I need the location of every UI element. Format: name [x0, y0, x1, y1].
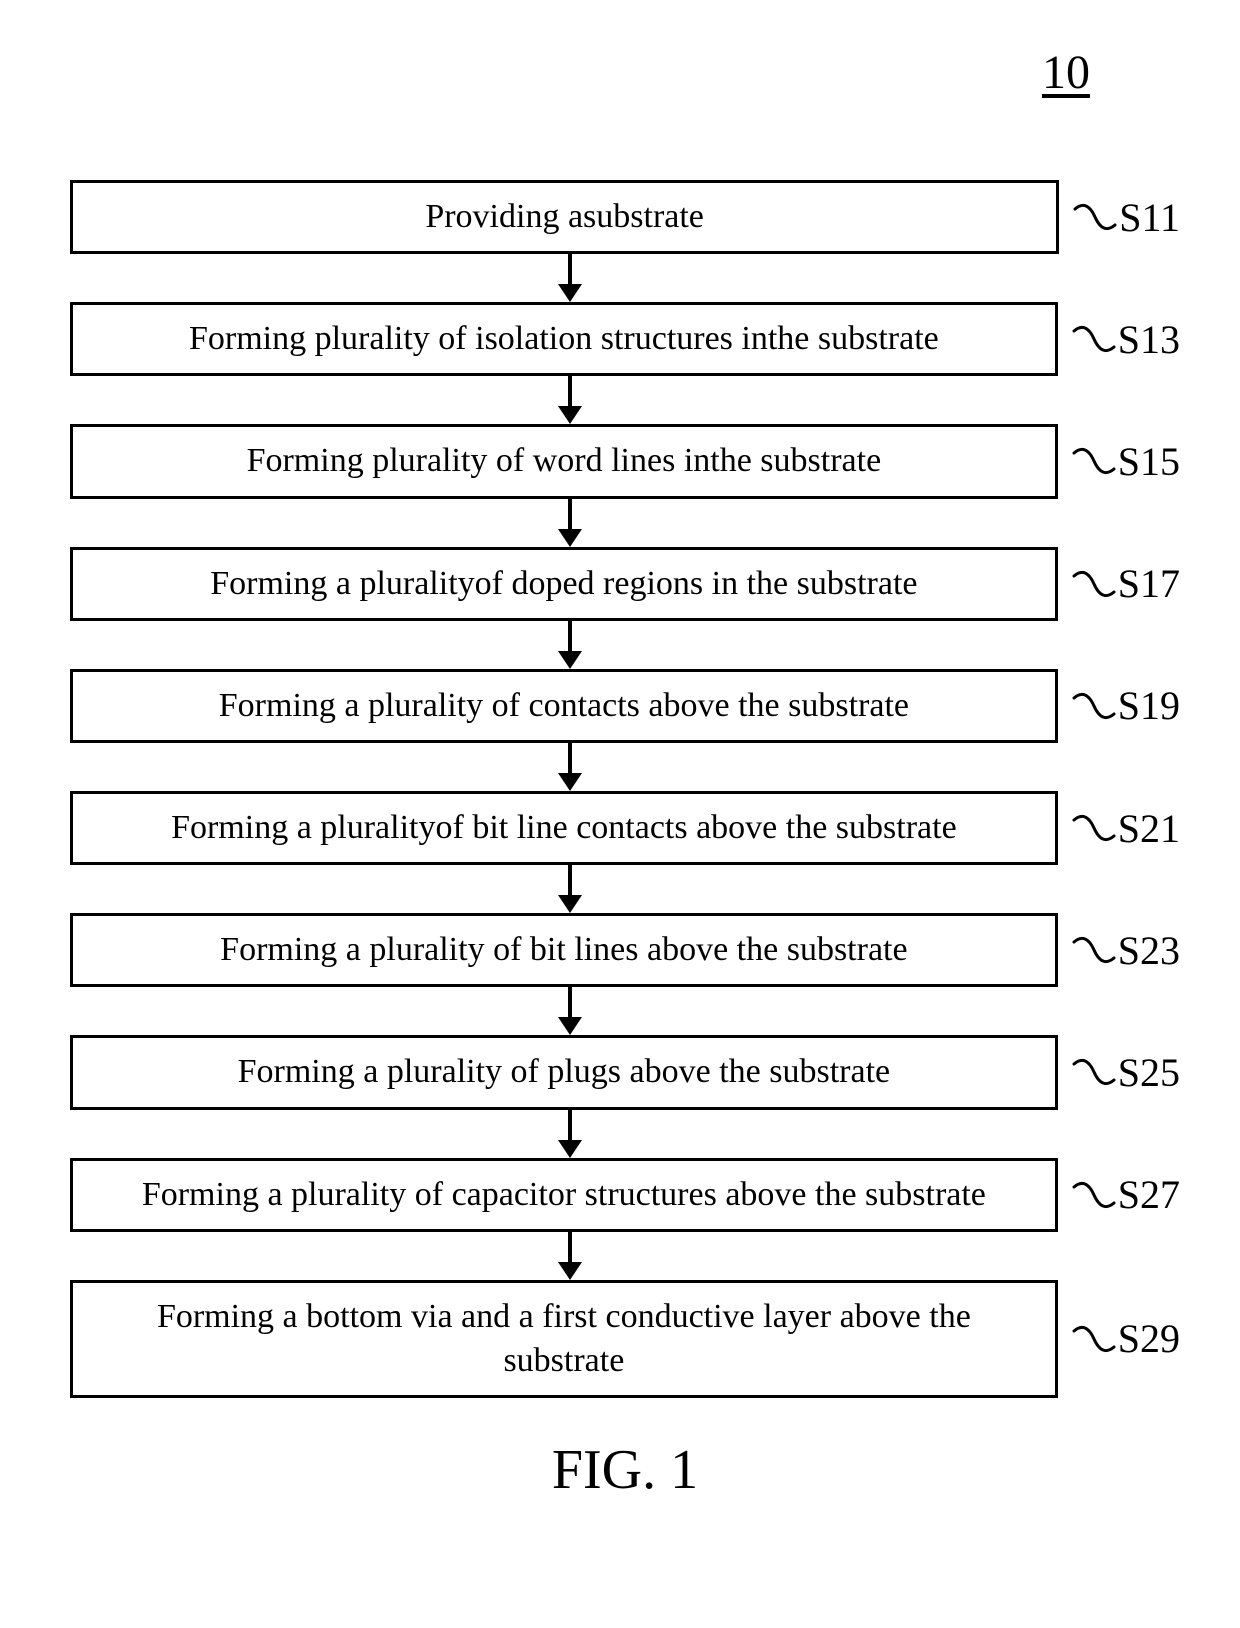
- step-box: Forming a plurality of contacts above th…: [70, 669, 1058, 743]
- step-label-wrap: S25: [1072, 1049, 1180, 1096]
- step-box: Forming plurality of word lines inthe su…: [70, 424, 1058, 498]
- step-box: Forming a bottom via and a first conduct…: [70, 1280, 1058, 1398]
- step-box: Forming a pluralityof bit line contacts …: [70, 791, 1058, 865]
- arrow-down-icon: [70, 1232, 1070, 1280]
- step-box: Providing asubstrate: [70, 180, 1059, 254]
- step-label: S27: [1118, 1171, 1180, 1218]
- step-label: S23: [1118, 927, 1180, 974]
- arrow-down-icon: [70, 499, 1070, 547]
- step-label: S19: [1118, 682, 1180, 729]
- step-box: Forming a pluralityof doped regions in t…: [70, 547, 1058, 621]
- step-box: Forming a plurality of capacitor structu…: [70, 1158, 1058, 1232]
- step-label: S21: [1118, 805, 1180, 852]
- flowchart-step: Providing asubstrate S11: [70, 180, 1180, 254]
- step-box: Forming a plurality of plugs above the s…: [70, 1035, 1058, 1109]
- arrow-down-icon: [70, 987, 1070, 1035]
- step-label-wrap: S27: [1072, 1171, 1180, 1218]
- step-label: S15: [1118, 438, 1180, 485]
- flowchart-step: Forming a bottom via and a first conduct…: [70, 1280, 1180, 1398]
- arrow-down-icon: [70, 1110, 1070, 1158]
- arrow-down-icon: [70, 254, 1070, 302]
- step-label-wrap: S21: [1072, 805, 1180, 852]
- step-label: S25: [1118, 1049, 1180, 1096]
- flowchart-step: Forming a plurality of contacts above th…: [70, 669, 1180, 743]
- step-box: Forming plurality of isolation structure…: [70, 302, 1058, 376]
- step-label-wrap: S23: [1072, 927, 1180, 974]
- step-label: S13: [1118, 316, 1180, 363]
- flowchart-container: Providing asubstrate S11 Forming plurality…: [70, 180, 1180, 1398]
- arrow-down-icon: [70, 743, 1070, 791]
- step-label: S29: [1118, 1315, 1180, 1362]
- step-label: S17: [1118, 560, 1180, 607]
- flowchart-step: Forming plurality of isolation structure…: [70, 302, 1180, 376]
- flowchart-step: Forming plurality of word lines inthe su…: [70, 424, 1180, 498]
- arrow-down-icon: [70, 865, 1070, 913]
- flowchart-step: Forming a plurality of plugs above the s…: [70, 1035, 1180, 1109]
- flowchart-step: Forming a plurality of capacitor structu…: [70, 1158, 1180, 1232]
- flowchart-step: Forming a pluralityof bit line contacts …: [70, 791, 1180, 865]
- step-label-wrap: S17: [1072, 560, 1180, 607]
- figure-number: 10: [1042, 45, 1090, 100]
- flowchart-step: Forming a pluralityof doped regions in t…: [70, 547, 1180, 621]
- arrow-down-icon: [70, 376, 1070, 424]
- step-box: Forming a plurality of bit lines above t…: [70, 913, 1058, 987]
- step-label-wrap: S29: [1072, 1315, 1180, 1362]
- step-label-wrap: S11: [1073, 194, 1180, 241]
- step-label-wrap: S15: [1072, 438, 1180, 485]
- arrow-down-icon: [70, 621, 1070, 669]
- step-label: S11: [1119, 194, 1180, 241]
- step-label-wrap: S19: [1072, 682, 1180, 729]
- step-label-wrap: S13: [1072, 316, 1180, 363]
- figure-caption: FIG. 1: [125, 1438, 1125, 1502]
- flowchart-step: Forming a plurality of bit lines above t…: [70, 913, 1180, 987]
